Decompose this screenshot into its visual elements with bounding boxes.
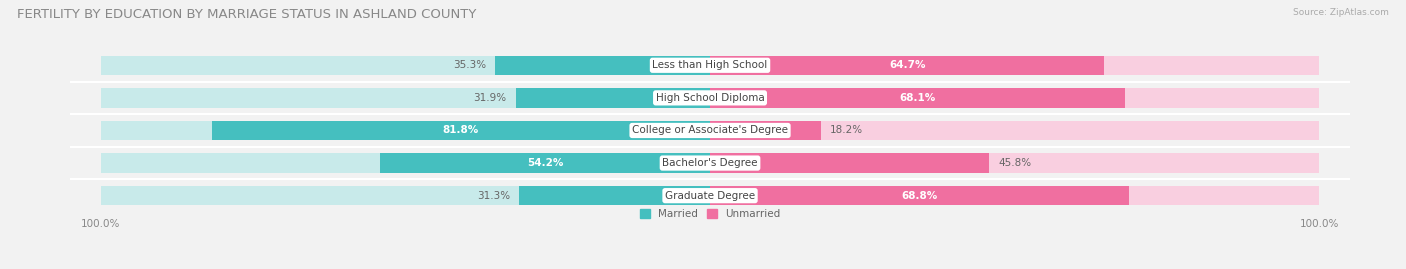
Bar	[380, 153, 710, 173]
Bar	[519, 186, 710, 206]
Text: 81.8%: 81.8%	[443, 125, 479, 136]
Text: Less than High School: Less than High School	[652, 60, 768, 70]
Bar	[212, 121, 710, 140]
Text: 45.8%: 45.8%	[998, 158, 1032, 168]
Bar	[710, 186, 1319, 206]
Bar	[101, 55, 710, 75]
Bar	[710, 88, 1125, 108]
Text: 31.9%: 31.9%	[474, 93, 506, 103]
Text: 68.8%: 68.8%	[901, 191, 938, 201]
Bar	[710, 153, 1319, 173]
Bar	[101, 186, 710, 206]
Legend: Married, Unmarried: Married, Unmarried	[636, 205, 785, 224]
Text: 64.7%: 64.7%	[889, 60, 925, 70]
Bar	[516, 88, 710, 108]
Bar	[710, 186, 1129, 206]
Text: High School Diploma: High School Diploma	[655, 93, 765, 103]
Bar	[710, 153, 988, 173]
Bar	[101, 121, 710, 140]
Bar	[710, 88, 1319, 108]
Bar	[710, 55, 1104, 75]
Bar	[710, 121, 1319, 140]
Text: 18.2%: 18.2%	[830, 125, 863, 136]
Bar	[101, 88, 710, 108]
Text: 35.3%: 35.3%	[453, 60, 486, 70]
Text: College or Associate's Degree: College or Associate's Degree	[633, 125, 787, 136]
Bar	[710, 121, 821, 140]
Bar	[495, 55, 710, 75]
Text: Bachelor's Degree: Bachelor's Degree	[662, 158, 758, 168]
Text: FERTILITY BY EDUCATION BY MARRIAGE STATUS IN ASHLAND COUNTY: FERTILITY BY EDUCATION BY MARRIAGE STATU…	[17, 8, 477, 21]
Text: 31.3%: 31.3%	[477, 191, 510, 201]
Text: Source: ZipAtlas.com: Source: ZipAtlas.com	[1294, 8, 1389, 17]
Bar	[101, 153, 710, 173]
Bar	[710, 55, 1319, 75]
Text: Graduate Degree: Graduate Degree	[665, 191, 755, 201]
Text: 68.1%: 68.1%	[900, 93, 935, 103]
Text: 54.2%: 54.2%	[527, 158, 564, 168]
